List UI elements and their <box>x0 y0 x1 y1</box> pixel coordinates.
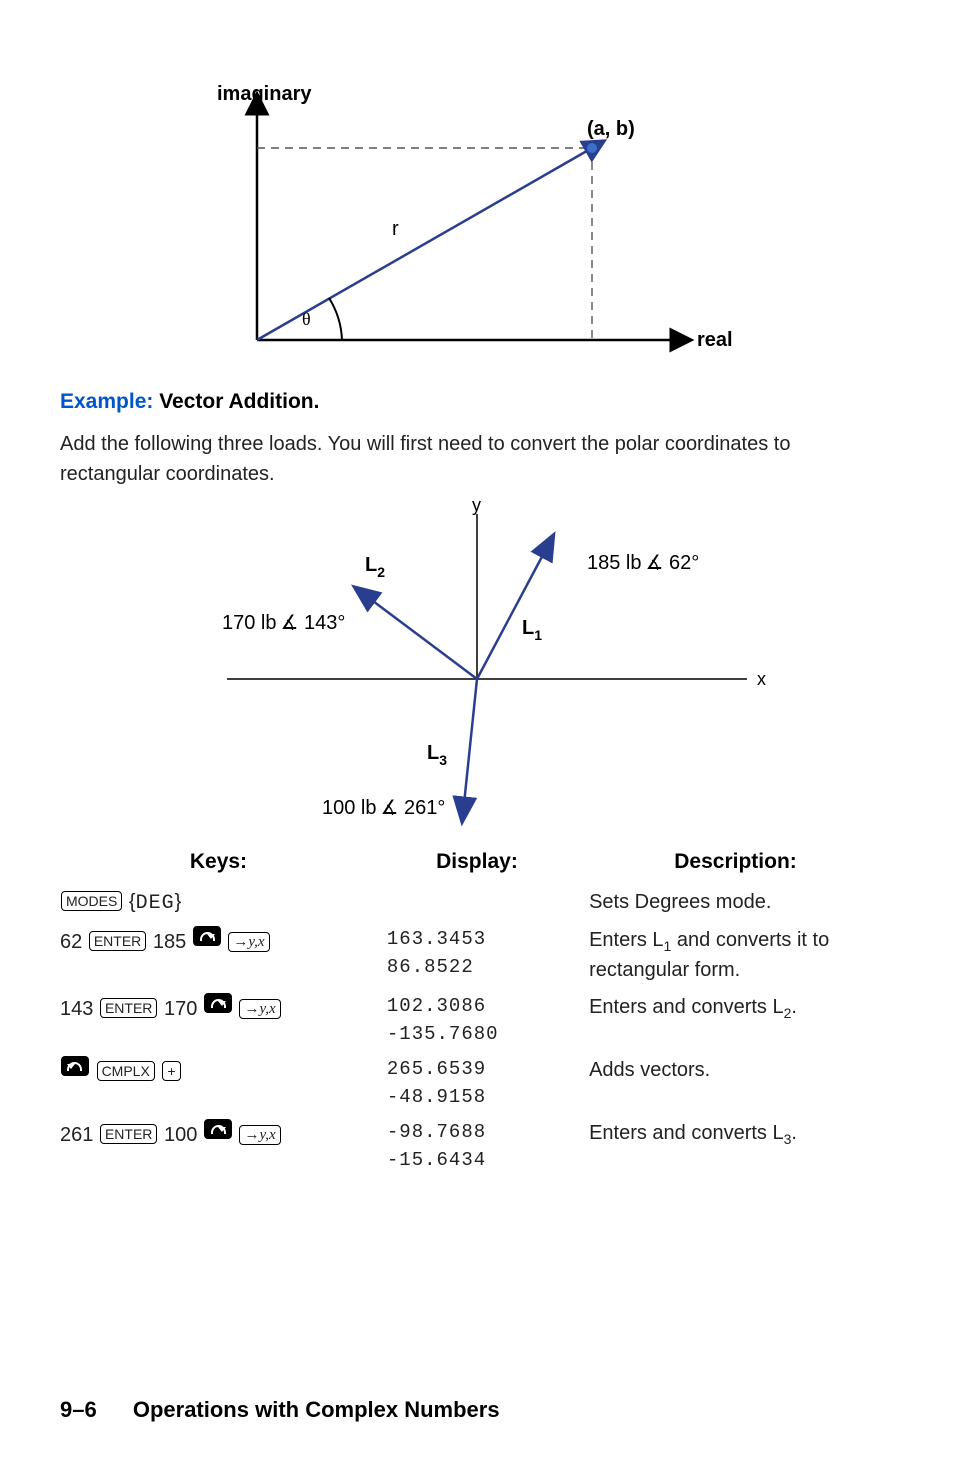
display-l2: -135.7680 <box>387 1023 499 1045</box>
display-l1: -98.7688 <box>387 1121 486 1143</box>
header-display: Display: <box>377 844 577 884</box>
label-theta: θ <box>302 309 311 329</box>
key-enter: ENTER <box>89 931 146 951</box>
display-l2: 86.8522 <box>387 956 474 978</box>
complex-plane-diagram: imaginary real (a, b) r θ <box>60 80 894 370</box>
example-label: Example: <box>60 390 153 413</box>
header-desc: Description: <box>577 844 894 884</box>
keystroke-table: Keys: Display: Description: MODES {DEG} … <box>60 844 894 1179</box>
key-enter: ENTER <box>100 998 157 1018</box>
key-plus: + <box>162 1061 180 1081</box>
desc-row4: Enters and converts L3. <box>577 1115 894 1178</box>
label-v1: 185 lb∡ 62° <box>587 552 699 574</box>
example-title: Vector Addition. <box>153 390 319 413</box>
key-cmplx: CMPLX <box>97 1061 155 1081</box>
display-l1: 265.6539 <box>387 1058 486 1080</box>
key-modes: MODES <box>61 891 122 911</box>
page-number: 9–6 <box>60 1397 97 1422</box>
display-l1: 102.3086 <box>387 995 486 1017</box>
table-row: CMPLX + 265.6539 -48.9158 Adds vectors. <box>60 1052 894 1115</box>
vector-loads-svg: y x L1 L2 L3 185 lb∡ 62° 170 lb∡ 143° 10… <box>127 499 827 839</box>
label-point: (a, b) <box>587 118 635 140</box>
shift-right-icon <box>204 1119 232 1139</box>
display-l2: -48.9158 <box>387 1086 486 1108</box>
desc-row3: Adds vectors. <box>577 1052 894 1115</box>
label-v3: 100 lb∡ 261° <box>322 797 445 819</box>
key-to-yx: →y,x <box>228 932 269 952</box>
body-text: Add the following three loads. You will … <box>60 429 894 489</box>
desc-row2: Enters and converts L2. <box>577 989 894 1052</box>
table-row: 62 ENTER 185 →y,x 163.3453 86.8522 Enter… <box>60 922 894 989</box>
shift-left-icon <box>61 1056 89 1076</box>
table-row: 143 ENTER 170 →y,x 102.3086 -135.7680 En… <box>60 989 894 1052</box>
shift-right-icon <box>193 926 221 946</box>
display-l1: 163.3453 <box>387 928 486 950</box>
key-to-yx: →y,x <box>239 999 280 1019</box>
table-row: 261 ENTER 100 →y,x -98.7688 -15.6434 Ent… <box>60 1115 894 1178</box>
label-imaginary: imaginary <box>217 83 312 105</box>
display-l2: -15.6434 <box>387 1149 486 1171</box>
key-deg-text: DEG <box>136 892 175 915</box>
label-v2: 170 lb∡ 143° <box>222 612 345 634</box>
vector-loads-diagram: y x L1 L2 L3 185 lb∡ 62° 170 lb∡ 143° 10… <box>60 499 894 839</box>
header-keys: Keys: <box>60 844 377 884</box>
label-r: r <box>392 218 399 240</box>
key-enter: ENTER <box>100 1124 157 1144</box>
footer-title: Operations with Complex Numbers <box>133 1397 500 1422</box>
label-y-axis: y <box>472 499 481 515</box>
desc-row1: Enters L1 and converts it to rectangular… <box>577 922 894 989</box>
complex-plane-svg: imaginary real (a, b) r θ <box>197 80 757 370</box>
label-real: real <box>697 329 733 351</box>
table-row: MODES {DEG} Sets Degrees mode. <box>60 884 894 922</box>
shift-right-icon <box>204 993 232 1013</box>
label-x-axis: x <box>757 669 766 689</box>
example-heading: Example: Vector Addition. <box>60 390 894 414</box>
page-footer: 9–6 Operations with Complex Numbers <box>60 1397 500 1423</box>
label-L3: L3 <box>427 742 447 768</box>
desc-row0: Sets Degrees mode. <box>577 884 894 922</box>
label-L2: L2 <box>365 554 385 580</box>
label-L1: L1 <box>522 617 542 643</box>
key-to-yx: →y,x <box>239 1125 280 1145</box>
